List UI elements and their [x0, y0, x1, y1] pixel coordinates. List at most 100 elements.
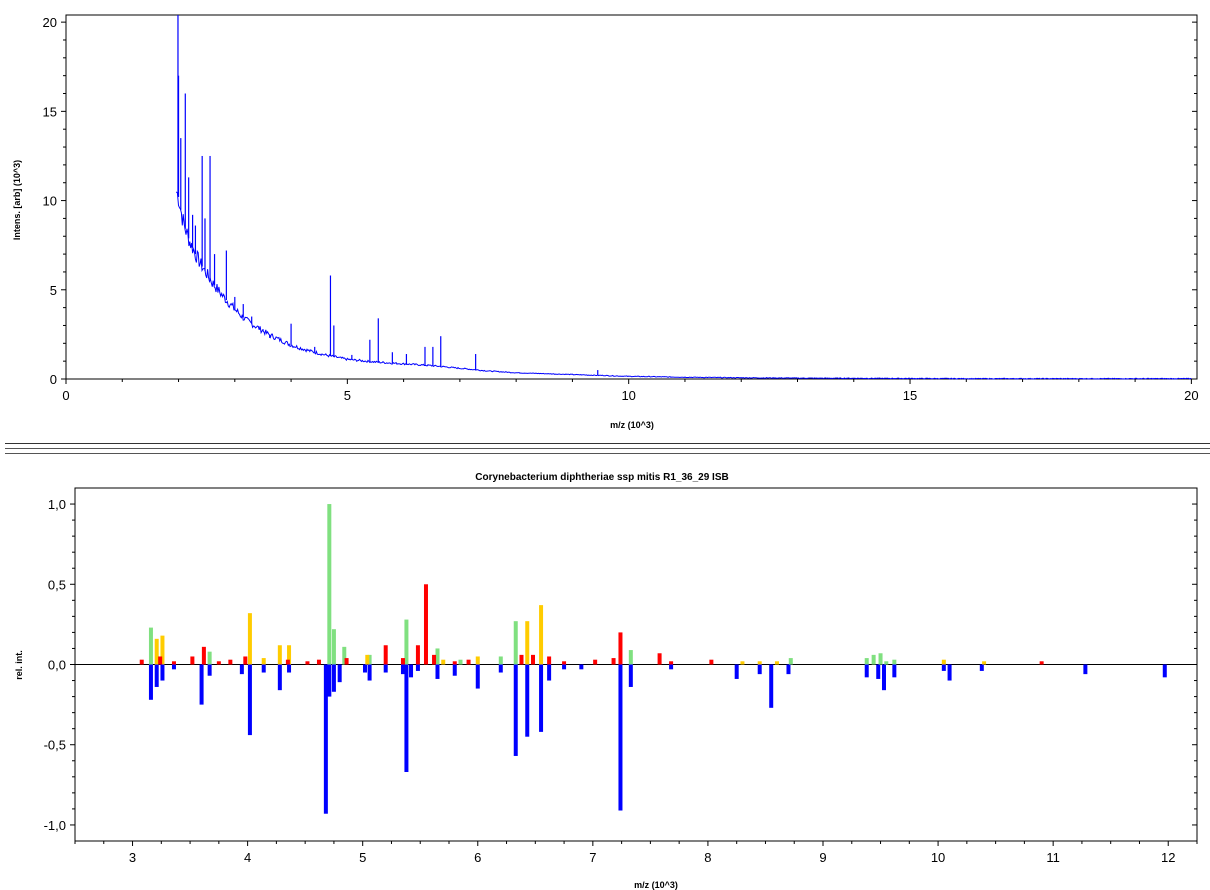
- yellow-bar: [982, 661, 987, 665]
- top-ylabel: Intens. [arb] (10^3): [12, 160, 22, 240]
- divider-line-top: [5, 443, 1210, 444]
- green-bar: [458, 659, 463, 665]
- green-bar: [788, 658, 793, 665]
- x-tick-label: 5: [359, 850, 366, 865]
- blue-bar: [452, 664, 457, 676]
- y-tick-label: 10: [43, 194, 57, 209]
- divider-line-mid: [5, 448, 1210, 449]
- blue-bar: [383, 664, 388, 673]
- red-bar: [400, 658, 405, 665]
- blue-bar: [331, 664, 336, 692]
- top-axes: [65, 14, 1198, 380]
- spectrum-peaks: [177, 15, 599, 376]
- y-tick-label: 5: [50, 283, 57, 298]
- green-bar: [878, 653, 883, 665]
- blue-bar: [409, 664, 414, 678]
- y-tick-label: 15: [43, 104, 57, 119]
- y-tick-label: 0,5: [48, 577, 66, 592]
- bottom-ticks: 3 4 5 6 7 8 9 10 11 12 1,0 0,5 0,0 -0,5 -1,0: [44, 497, 1198, 865]
- green-bar: [148, 627, 153, 665]
- green-bar: [435, 648, 440, 665]
- yellow-bar: [525, 621, 530, 665]
- red-bar: [657, 653, 662, 665]
- blue-bar: [669, 664, 674, 670]
- x-tick-label: 20: [1184, 388, 1198, 403]
- yellow-bar: [261, 658, 266, 665]
- red-bar: [228, 659, 233, 665]
- x-tick-label: 9: [819, 850, 826, 865]
- x-tick-label: 12: [1161, 850, 1175, 865]
- blue-bar: [400, 664, 405, 675]
- y-tick-label: 0,0: [48, 658, 66, 673]
- blue-bar: [475, 664, 480, 689]
- x-tick-label: 4: [244, 850, 251, 865]
- red-bar: [190, 656, 195, 665]
- red-bar: [531, 654, 536, 665]
- green-bar: [404, 619, 409, 665]
- green-bar: [871, 654, 876, 665]
- yellow-bar: [277, 645, 282, 665]
- plot-frame: [65, 14, 1198, 380]
- blue-bar: [881, 664, 886, 691]
- pane-divider[interactable]: [0, 440, 1210, 460]
- x-tick-label: 5: [344, 388, 351, 403]
- top-xlabel: m/z (10^3): [610, 420, 654, 430]
- y-tick-label: 1,0: [48, 497, 66, 512]
- green-bar: [327, 504, 332, 665]
- comparison-chart: Corynebacterium diphtheriae ssp mitis R1…: [14, 472, 1198, 890]
- blue-bar: [618, 664, 623, 811]
- blue-bar: [876, 664, 881, 679]
- green-bar: [331, 629, 336, 665]
- blue-bar: [239, 664, 244, 675]
- x-tick-label: 6: [474, 850, 481, 865]
- blue-bar: [367, 664, 372, 681]
- blue-bar: [757, 664, 762, 675]
- x-tick-label: 15: [903, 388, 917, 403]
- green-bar: [207, 651, 212, 665]
- blue-bar: [323, 664, 328, 814]
- blue-bar: [539, 664, 544, 732]
- green-bar: [342, 646, 347, 665]
- yellow-bar: [539, 605, 544, 665]
- yellow-bar: [941, 659, 946, 665]
- x-tick-label: 7: [589, 850, 596, 865]
- bottom-bars: [139, 504, 1167, 814]
- red-bar: [519, 654, 524, 665]
- red-bar: [423, 584, 428, 665]
- green-bar: [884, 661, 889, 665]
- blue-bar: [498, 664, 503, 673]
- blue-bar: [734, 664, 739, 679]
- y-tick-label: -1,0: [44, 818, 66, 833]
- yellow-bar: [154, 638, 159, 665]
- red-bar: [452, 661, 457, 665]
- blue-bar: [435, 664, 440, 679]
- red-bar: [547, 656, 552, 665]
- red-bar: [383, 645, 388, 665]
- blue-bar: [199, 664, 204, 705]
- blue-bar: [277, 664, 282, 691]
- blue-bar: [513, 664, 518, 756]
- x-tick-label: 0: [62, 388, 69, 403]
- bottom-chart-title: Corynebacterium diphtheriae ssp mitis R1…: [475, 472, 728, 483]
- blue-bar: [148, 664, 153, 700]
- blue-bar: [171, 664, 176, 670]
- yellow-bar: [287, 645, 292, 665]
- x-tick-label: 3: [129, 850, 136, 865]
- blue-bar: [628, 664, 633, 687]
- yellow-bar: [160, 635, 165, 665]
- red-bar: [158, 656, 163, 665]
- blue-bar: [1083, 664, 1088, 675]
- red-bar: [562, 661, 567, 665]
- green-bar: [513, 621, 518, 665]
- y-tick-label: 20: [43, 15, 57, 30]
- red-bar: [216, 661, 221, 665]
- blue-bar: [579, 664, 584, 670]
- red-bar: [415, 645, 420, 665]
- green-bar: [864, 658, 869, 665]
- blue-bar: [247, 664, 252, 736]
- red-bar: [305, 661, 310, 665]
- red-bar: [316, 659, 321, 665]
- yellow-bar: [247, 613, 252, 665]
- blue-bar: [1162, 664, 1167, 678]
- blue-bar: [154, 664, 159, 687]
